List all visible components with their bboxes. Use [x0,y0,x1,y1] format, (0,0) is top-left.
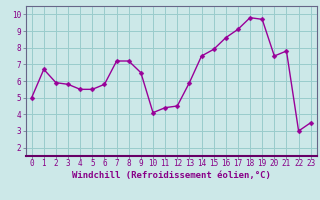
X-axis label: Windchill (Refroidissement éolien,°C): Windchill (Refroidissement éolien,°C) [72,171,271,180]
